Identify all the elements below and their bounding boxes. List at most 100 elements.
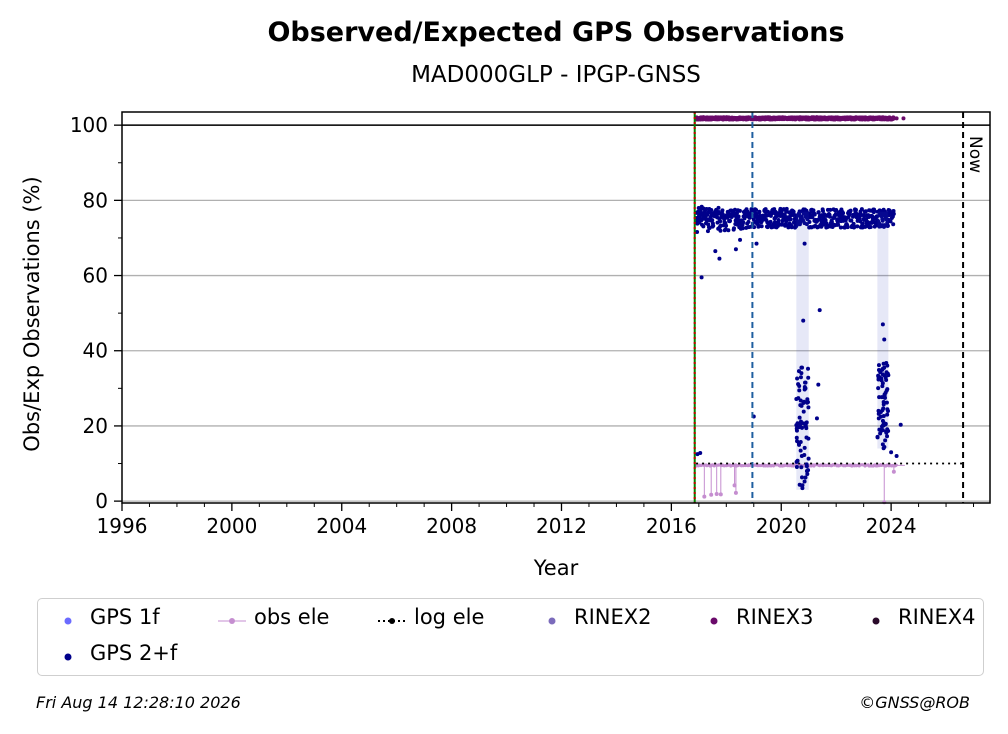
- gps-2f-point: [718, 228, 723, 233]
- x-tick-label: 2020: [756, 514, 807, 538]
- gps-2f-point: [726, 228, 731, 233]
- gps-2f-point: [768, 219, 773, 224]
- gps-2f-dropout-point: [881, 420, 886, 425]
- gps-2f-dropout-point: [798, 375, 803, 380]
- gps-2f-point: [820, 208, 825, 213]
- gps-2f-point: [841, 211, 846, 216]
- obs-ele-dip-point: [718, 492, 723, 497]
- gps-2f-dropout-point: [806, 366, 811, 371]
- gps-2f-outlier-point: [717, 256, 722, 261]
- gps-2f-dropout-point: [880, 372, 885, 377]
- gps-2f-dropout-point: [804, 421, 809, 426]
- gps-2f-dropout-point: [803, 380, 808, 385]
- obs-ele-dip-point: [733, 490, 738, 495]
- gps-2f-point: [792, 212, 797, 217]
- gps-2f-point: [731, 226, 736, 231]
- gps-2f-dropout-point: [806, 375, 811, 380]
- gps-2f-dropout-point: [802, 479, 807, 484]
- gps-2f-dropout-point: [884, 377, 889, 382]
- gps-2f-dropout-point: [798, 440, 803, 445]
- gps-2f-dropout-point: [794, 465, 799, 470]
- gps-2f-dropout-point: [882, 392, 887, 397]
- gps-2f-point: [845, 225, 850, 230]
- gps-2f-dropout-point: [797, 415, 802, 420]
- gps-2f-point: [880, 218, 885, 223]
- chart-canvas: 1996 2000 2004 2008 2012 2016 2020 2024 0 20 40 60 8…: [20, 111, 991, 580]
- gps-2f-point: [759, 224, 764, 229]
- footer-credit: ©GNSS@ROB: [859, 693, 970, 712]
- gps-2f-dropout-point: [881, 399, 886, 404]
- obs-ele-point: [894, 463, 898, 467]
- gps-2f-point: [827, 214, 832, 219]
- y-tick-label: 20: [83, 414, 108, 438]
- gps-2f-point: [718, 219, 723, 224]
- dropout-band: [877, 211, 889, 449]
- y-axis-label: Obs/Exp Observations (%): [20, 176, 44, 451]
- chart-title: Observed/Expected GPS Observations: [267, 17, 845, 48]
- legend-swatch: [378, 618, 406, 624]
- gps-2f-outlier-point: [713, 249, 718, 254]
- gps-2f-dropout-point: [885, 412, 890, 417]
- gps-2f-point: [709, 208, 714, 213]
- gps-2f-dropout-point: [883, 438, 888, 443]
- gps-2f-point: [885, 223, 890, 228]
- legend-swatch: [872, 617, 880, 625]
- gps-2f-point: [888, 219, 893, 224]
- gps-2f-point: [885, 220, 890, 225]
- gps-2f-dropout-point: [797, 384, 802, 389]
- gps-2f-point: [848, 208, 853, 213]
- gps-2f-dropout-cluster: [875, 211, 891, 451]
- chart-subtitle: MAD000GLP - IPGP-GNSS: [411, 62, 701, 88]
- obs-ele-dip-point: [709, 492, 714, 497]
- gps-2f-point: [710, 218, 715, 223]
- gps-2f-point: [855, 224, 860, 229]
- gps-2f-point: [754, 207, 759, 212]
- gps-2f-dropout-point: [794, 426, 799, 431]
- gps-2f-point: [736, 214, 741, 219]
- gps-2f-point: [868, 224, 873, 229]
- gps-2f-dropout-point: [796, 396, 801, 401]
- gps-2f-point: [732, 207, 737, 212]
- gps-2f-outlier-point: [817, 308, 822, 313]
- gps-2f-point: [788, 217, 793, 222]
- gps-2f-point: [728, 218, 733, 223]
- obs-ele-dip-point: [891, 469, 896, 474]
- x-tick-label: 2016: [646, 514, 697, 538]
- vertical-lines-layer: [693, 112, 965, 503]
- gps-2f-point: [705, 229, 710, 234]
- legend-label: obs ele: [254, 605, 330, 629]
- gps-2f-outlier-point: [814, 416, 819, 421]
- gps-2f-outlier-point: [898, 422, 903, 427]
- gps-2f-dropout-point: [882, 395, 887, 400]
- gps-2f-dropout-point: [885, 407, 890, 412]
- gps-2f-point: [720, 208, 725, 213]
- gps-2f-point: [849, 218, 854, 223]
- footer-timestamp: Fri Aug 14 12:28:10 2026: [36, 693, 241, 712]
- gps-2f-outlier-point: [816, 382, 821, 387]
- gps-2f-outlier-point: [878, 431, 883, 436]
- x-tick-label: 2008: [426, 514, 477, 538]
- gps-2f-dropout-point: [795, 458, 800, 463]
- gps-2f-point: [711, 223, 716, 228]
- gps-2f-dropout-point: [804, 464, 809, 469]
- gps-2f-point: [807, 220, 812, 225]
- gps-2f-point: [741, 220, 746, 225]
- gps-2f-point: [828, 207, 833, 212]
- legend-swatch: [64, 617, 72, 625]
- gps-2f-point: [784, 206, 789, 211]
- series-rinex3: [694, 115, 906, 122]
- gps-2f-dropout-point: [798, 448, 803, 453]
- gps-2f-outlier-point: [889, 450, 894, 455]
- gps-2f-dropout-point: [794, 435, 799, 440]
- gps-2f-dropout-point: [882, 445, 887, 450]
- y-tick-label: 40: [83, 339, 108, 363]
- gps-2f-dropout-point: [803, 475, 808, 480]
- axis-layer: 1996 2000 2004 2008 2012 2016 2020 2024 0 20 40 60 8…: [70, 111, 991, 538]
- x-tick-label: 2012: [536, 514, 587, 538]
- gps-2f-dropout-point: [797, 388, 802, 393]
- legend-label: RINEX4: [898, 605, 976, 629]
- y-tick-label: 100: [70, 113, 108, 137]
- gps-2f-point: [737, 208, 742, 213]
- y-tick-label: 80: [83, 188, 108, 212]
- gps-2f-dropout-point: [884, 430, 889, 435]
